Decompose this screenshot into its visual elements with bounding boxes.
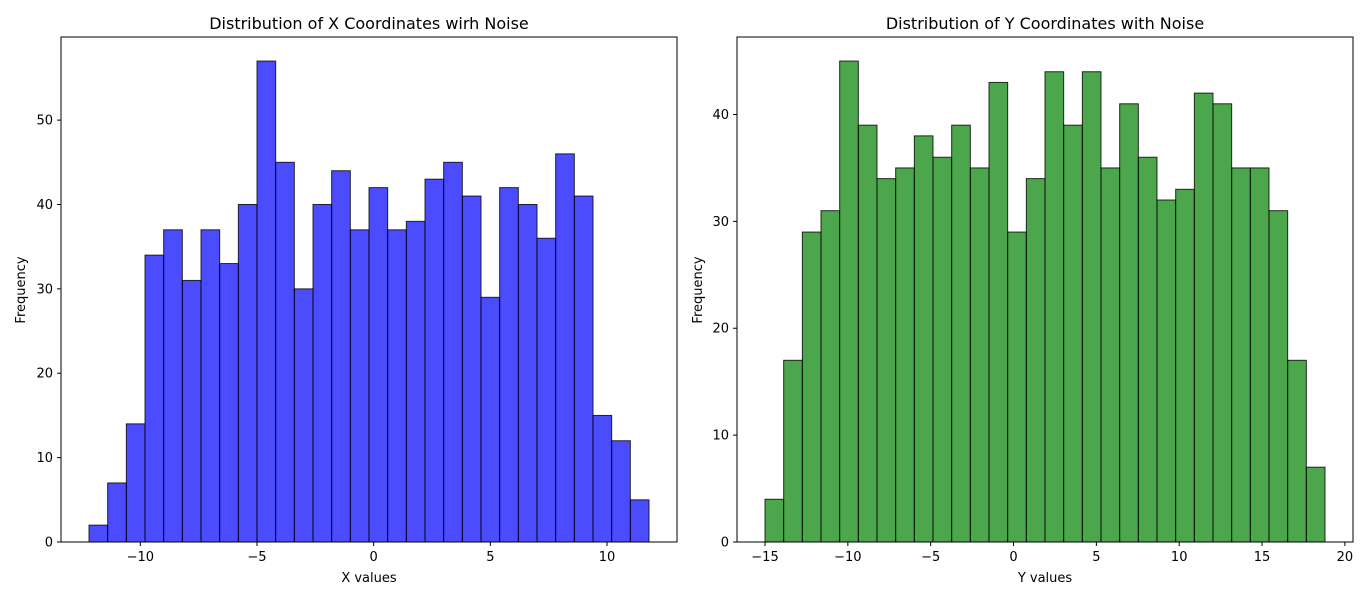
histogram-y-panel: Distribution of Y Coordinates with Noise… [691, 14, 1354, 586]
x-tick-label-x-3: 5 [486, 550, 494, 565]
x-tick-label-x-2: 0 [370, 550, 378, 565]
histogram-bar-y-7 [895, 167, 915, 543]
histogram-bar-x-28 [611, 440, 631, 543]
histogram-bar-y-25 [1231, 167, 1251, 543]
histogram-bar-y-23 [1193, 92, 1214, 543]
x-tick-label-y-4: 5 [1092, 550, 1100, 565]
x-tick-label-y-3: 0 [1009, 550, 1017, 565]
histogram-bar-x-2 [125, 423, 146, 543]
y-tick-label-x-1: 10 [36, 451, 53, 466]
y-tick-label-x-2: 20 [36, 367, 53, 382]
histogram-bar-x-6 [200, 229, 221, 543]
histogram-bar-y-19 [1119, 103, 1139, 543]
histogram-bar-y-10 [951, 124, 971, 543]
y-tick-label-y-3: 30 [712, 215, 729, 230]
axes-frame-x [60, 36, 678, 543]
histogram-bar-y-1 [783, 359, 803, 543]
histogram-bar-y-9 [932, 156, 953, 543]
histogram-bar-y-4 [839, 60, 859, 543]
histogram-bar-y-8 [913, 135, 934, 543]
histogram-bar-x-23 [517, 203, 538, 543]
histogram-bar-x-3 [144, 254, 165, 543]
histogram-bar-y-17 [1081, 71, 1102, 543]
histogram-bar-y-13 [1007, 231, 1027, 543]
histogram-bar-x-9 [256, 60, 277, 543]
x-tick-label-y-6: 15 [1254, 550, 1271, 565]
x-tick-label-y-1: −10 [834, 550, 861, 565]
x-tick-label-y-0: −15 [751, 550, 778, 565]
histogram-bar-x-26 [573, 195, 594, 543]
histogram-bar-y-12 [988, 81, 1009, 543]
y-tick-label-x-3: 30 [36, 282, 53, 297]
histogram-bar-x-7 [219, 263, 239, 543]
y-tick-label-x-4: 40 [36, 198, 53, 213]
y-tick-label-y-4: 40 [712, 108, 729, 123]
histogram-bar-y-20 [1137, 156, 1158, 543]
chart-title-y: Distribution of Y Coordinates with Noise [886, 14, 1204, 33]
histogram-bar-y-16 [1063, 124, 1083, 543]
y-tick-label-x-5: 50 [36, 114, 53, 129]
histogram-bar-y-2 [801, 231, 822, 543]
histogram-bar-x-0 [88, 524, 109, 543]
histogram-bar-x-19 [443, 161, 463, 543]
histogram-bar-y-6 [876, 178, 897, 543]
x-tick-label-x-4: 10 [599, 550, 616, 565]
y-axis-label-y: Frequency [691, 256, 706, 323]
histogram-bar-x-11 [293, 288, 314, 543]
histogram-bar-x-25 [555, 153, 575, 543]
histogram-bar-y-21 [1156, 199, 1177, 543]
histogram-bar-y-26 [1249, 167, 1270, 543]
histogram-bar-x-4 [163, 229, 183, 543]
histogram-bar-y-14 [1025, 178, 1046, 543]
histogram-bar-x-18 [424, 178, 445, 543]
histogram-bar-x-29 [629, 499, 650, 543]
histogram-bar-x-1 [107, 482, 127, 543]
histogram-bar-y-27 [1268, 210, 1289, 543]
histogram-bar-y-11 [969, 167, 990, 543]
histogram-bar-y-15 [1044, 71, 1065, 543]
histogram-bar-y-18 [1100, 167, 1121, 543]
histogram-bar-x-8 [237, 203, 258, 543]
histogram-bar-y-3 [820, 210, 841, 543]
x-tick-label-x-1: −5 [247, 550, 266, 565]
y-tick-label-y-1: 10 [712, 429, 729, 444]
histogram-bar-x-10 [275, 161, 295, 543]
x-axis-label-x: X values [341, 571, 397, 586]
histogram-bar-y-22 [1175, 188, 1195, 543]
histogram-x-panel: Distribution of X Coordinates wirh Noise… [14, 14, 678, 586]
histogram-bar-y-29 [1305, 466, 1326, 543]
histogram-bar-x-16 [387, 229, 407, 543]
axes-frame-y [736, 36, 1354, 543]
y-tick-label-y-0: 0 [721, 536, 729, 551]
histogram-bar-x-21 [480, 296, 501, 543]
y-axis-label-x: Frequency [14, 256, 29, 323]
x-tick-label-y-5: 10 [1171, 550, 1188, 565]
histogram-bar-x-17 [405, 220, 426, 543]
histogram-bar-y-24 [1212, 103, 1233, 543]
histogram-bar-x-22 [499, 187, 519, 543]
histogram-bar-x-12 [312, 203, 333, 543]
histogram-bar-x-14 [349, 229, 370, 543]
histogram-bar-y-28 [1287, 359, 1307, 543]
x-tick-label-x-0: −10 [127, 550, 154, 565]
histogram-bar-x-27 [592, 414, 613, 543]
histogram-bar-x-15 [368, 187, 389, 543]
histogram-bar-x-5 [181, 279, 202, 543]
y-tick-label-y-2: 20 [712, 322, 729, 337]
histogram-bar-x-20 [461, 195, 482, 543]
x-tick-label-y-2: −5 [921, 550, 940, 565]
histogram-bar-x-24 [536, 237, 557, 543]
histogram-bar-y-0 [764, 498, 785, 543]
x-tick-label-y-7: 20 [1337, 550, 1354, 565]
x-axis-label-y: Y values [1017, 571, 1073, 586]
histogram-bar-y-5 [857, 124, 878, 543]
histogram-bar-x-13 [331, 170, 351, 543]
chart-title-x: Distribution of X Coordinates wirh Noise [209, 14, 529, 33]
y-tick-label-x-0: 0 [45, 536, 53, 551]
